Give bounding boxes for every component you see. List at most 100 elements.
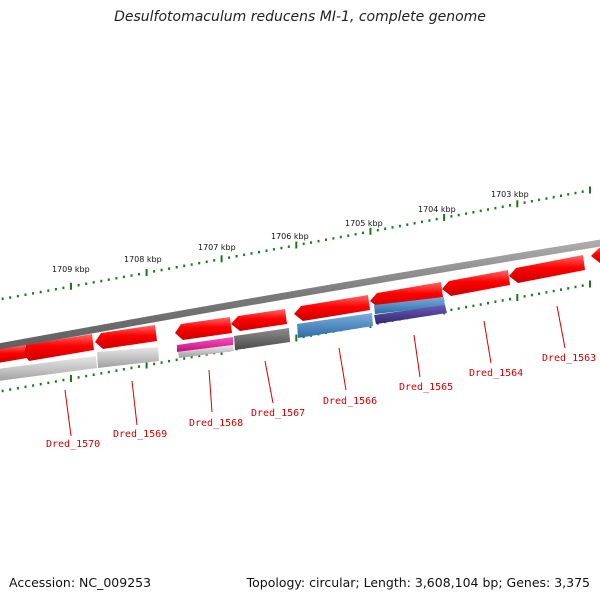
cds-arrow[interactable] — [0, 345, 27, 363]
minor-tick — [494, 300, 497, 303]
feature-track — [0, 297, 447, 382]
gray-feature[interactable] — [178, 345, 234, 358]
minor-tick — [280, 246, 283, 250]
minor-tick — [1, 297, 4, 301]
minor-tick — [560, 194, 562, 197]
minor-tick — [457, 307, 460, 310]
kbp-label-1707: 1707 kbp — [198, 243, 236, 252]
kbp-label-1708: 1708 kbp — [124, 255, 162, 264]
minor-tick — [317, 239, 320, 243]
major-tick — [295, 241, 298, 249]
cds-arrow[interactable] — [370, 282, 443, 308]
minor-tick — [168, 359, 171, 363]
major-tick — [443, 214, 446, 221]
minor-tick — [130, 274, 133, 277]
magenta-feature[interactable] — [177, 337, 233, 352]
purple-feature[interactable] — [374, 305, 447, 324]
gene-label-dred-1568[interactable]: Dred_1568 — [189, 418, 243, 429]
cds-arrow[interactable] — [231, 309, 287, 331]
gene-label-dred-1563[interactable]: Dred_1563 — [542, 353, 596, 364]
minor-tick — [413, 222, 416, 225]
gene-label-dred-1570[interactable]: Dred_1570 — [46, 439, 100, 450]
minor-tick — [450, 215, 453, 218]
minor-tick — [47, 381, 50, 385]
minor-tick — [421, 220, 423, 224]
minor-tick — [32, 292, 35, 295]
gene-leader-lines — [64, 305, 566, 437]
minor-tick — [325, 238, 327, 241]
cds-track — [0, 246, 600, 363]
genome-backbone — [0, 239, 600, 351]
minor-tick — [243, 253, 246, 257]
minor-tick — [250, 252, 253, 255]
dark-gray-feature[interactable] — [234, 328, 290, 350]
major-tick — [369, 227, 372, 235]
gray-feature[interactable] — [0, 356, 97, 382]
gray-feature[interactable] — [97, 347, 159, 368]
kbp-label-1709: 1709 kbp — [52, 265, 90, 274]
gene-label-dred-1566[interactable]: Dred_1566 — [323, 396, 377, 407]
minor-tick — [122, 275, 125, 279]
minor-tick — [24, 385, 27, 389]
minor-tick — [450, 308, 453, 312]
minor-tick — [472, 211, 475, 214]
minor-tick — [183, 357, 186, 360]
minor-tick — [406, 223, 409, 226]
minor-tick — [472, 304, 475, 308]
blue-feature[interactable] — [374, 297, 445, 314]
cds-arrow[interactable] — [509, 255, 585, 283]
minor-tick — [391, 226, 394, 229]
minor-tick — [183, 264, 186, 268]
minor-tick — [310, 241, 313, 244]
minor-tick — [92, 373, 95, 376]
minor-tick — [213, 259, 216, 262]
minor-tick — [487, 301, 489, 305]
minor-tick — [465, 212, 468, 215]
cds-arrow[interactable] — [95, 325, 157, 349]
minor-tick — [1, 389, 4, 393]
minor-tick — [138, 365, 140, 368]
gene-label-dred-1564[interactable]: Dred_1564 — [469, 368, 523, 379]
minor-tick — [100, 279, 103, 283]
minor-tick — [354, 233, 357, 236]
minor-tick — [107, 370, 110, 374]
minor-tick — [39, 290, 42, 294]
cds-arrow[interactable] — [175, 317, 232, 340]
minor-tick — [457, 213, 460, 217]
minor-tick — [332, 237, 335, 240]
minor-tick — [107, 278, 110, 281]
cds-arrow[interactable] — [24, 334, 94, 361]
minor-tick — [479, 209, 482, 213]
minor-tick — [9, 388, 12, 391]
minor-tick — [39, 382, 42, 386]
major-tick — [589, 186, 591, 194]
minor-tick — [398, 224, 401, 228]
gene-label-dred-1569[interactable]: Dred_1569 — [113, 429, 167, 440]
major-tick — [589, 280, 591, 288]
minor-tick — [62, 378, 65, 382]
gene-label-dred-1565[interactable]: Dred_1565 — [399, 382, 453, 393]
minor-tick — [581, 284, 584, 287]
minor-tick — [54, 288, 57, 291]
major-tick — [516, 200, 519, 208]
minor-tick — [160, 361, 163, 364]
cds-arrow[interactable] — [591, 246, 600, 263]
minor-tick — [175, 266, 178, 269]
cds-arrow[interactable] — [294, 295, 370, 321]
minor-tick — [494, 206, 497, 210]
minor-tick — [530, 293, 533, 297]
map-title: Desulfotomaculum reducens MI-1, complete… — [114, 9, 486, 25]
gene-label-dred-1567[interactable]: Dred_1567 — [251, 408, 305, 419]
minor-tick — [153, 270, 156, 273]
major-tick — [70, 282, 72, 290]
major-tick — [145, 269, 148, 276]
minor-tick — [272, 248, 275, 251]
minor-tick — [574, 191, 577, 195]
minor-tick — [574, 285, 577, 289]
minor-tick — [205, 260, 208, 263]
minor-tick — [552, 289, 555, 293]
cds-arrow[interactable] — [442, 270, 510, 296]
minor-tick — [115, 369, 118, 372]
minor-tick — [465, 305, 468, 309]
blue-feature[interactable] — [297, 313, 373, 338]
